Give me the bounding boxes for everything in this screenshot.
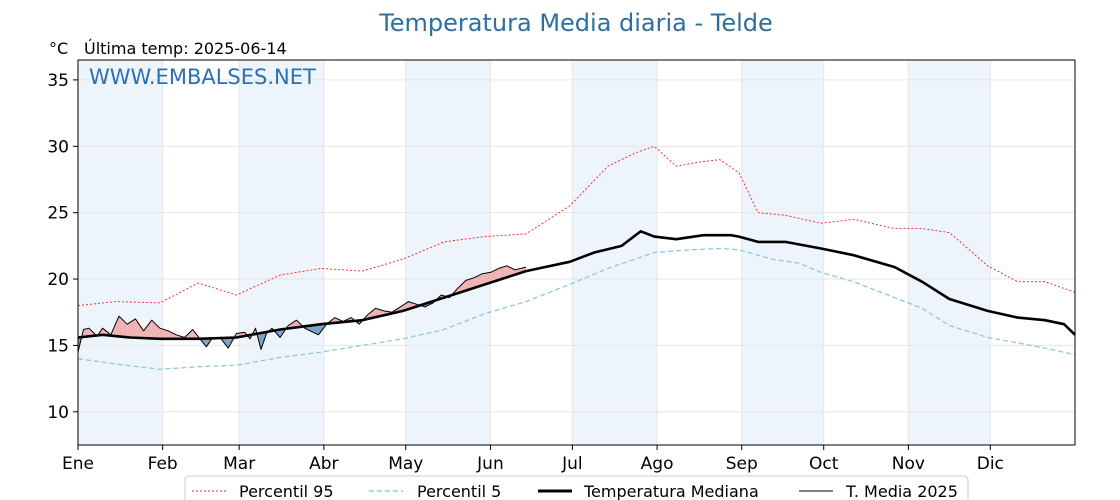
- series-line-p5: [77, 247, 1076, 370]
- anomaly-fill: [83, 328, 89, 337]
- y-tick-label: 10: [47, 403, 69, 423]
- series-line-p95: [77, 145, 1076, 307]
- series-lines: [77, 145, 1076, 370]
- x-tick-label: May: [388, 454, 423, 474]
- month-band: [78, 60, 163, 445]
- y-tick-label: 20: [47, 270, 69, 290]
- series-line-current: [77, 265, 527, 353]
- x-tick-label: Abr: [309, 454, 338, 474]
- anomaly-fill: [135, 318, 144, 339]
- axes: 10 15 20 25 30 35 Ene Feb Mar Abr May Jun Jul Ago Sep O…: [47, 71, 1004, 474]
- x-tick-label: Oct: [809, 454, 839, 474]
- month-band-shading: [78, 60, 991, 445]
- y-tick-label: 30: [47, 137, 69, 157]
- legend-label-current: T. Media 2025: [845, 482, 958, 500]
- plot-frame: [77, 59, 1076, 446]
- last-temp-label: Última temp: 2025-06-14: [84, 39, 287, 58]
- anomaly-fill: [127, 318, 136, 338]
- month-band: [572, 60, 658, 445]
- y-tick-label: 25: [47, 204, 69, 224]
- anomaly-fill: [168, 330, 177, 339]
- month-band: [405, 60, 491, 445]
- anomaly-fill: [143, 320, 152, 339]
- x-tick-label: Ene: [62, 454, 94, 474]
- month-band: [741, 60, 824, 445]
- month-band: [908, 60, 991, 445]
- x-tick-label: Ago: [641, 454, 674, 474]
- chart-title: Temperatura Media diaria - Telde: [378, 9, 773, 37]
- anomaly-fill: [159, 328, 169, 339]
- series-line-median: [77, 230, 1076, 341]
- y-tick-label: 15: [47, 336, 69, 356]
- y-tick-label: 35: [47, 71, 69, 91]
- anomaly-fill: [151, 320, 160, 339]
- x-tick-label: Dic: [977, 454, 1004, 474]
- x-tick-label: Jul: [561, 454, 583, 474]
- x-tick-label: Jun: [476, 454, 504, 474]
- legend-label-median: Temperatura Mediana: [583, 482, 759, 500]
- anomaly-fill: [498, 265, 507, 280]
- legend: Percentil 95 Percentil 5 Temperatura Med…: [184, 475, 969, 500]
- legend-box: [184, 475, 969, 500]
- month-band: [239, 60, 324, 445]
- anomaly-fill: [119, 316, 128, 338]
- x-tick-label: Feb: [148, 454, 178, 474]
- legend-label-p95: Percentil 95: [239, 482, 334, 500]
- unit-label: °C: [49, 39, 68, 58]
- x-tick-label: Sep: [726, 454, 758, 474]
- legend-label-p5: Percentil 5: [417, 482, 501, 500]
- watermark: WWW.EMBALSES.NET: [89, 65, 316, 89]
- anomaly-fill: [312, 324, 319, 335]
- x-tick-label: Mar: [223, 454, 255, 474]
- x-tick-label: Nov: [892, 454, 925, 474]
